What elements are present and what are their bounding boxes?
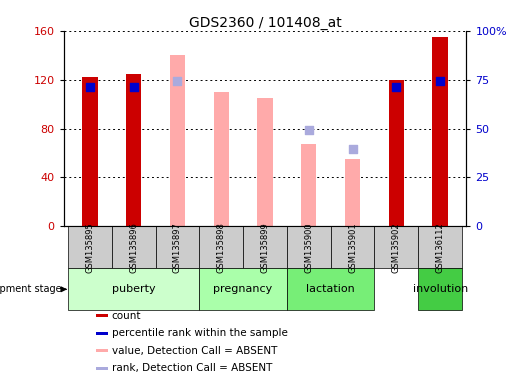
- Bar: [418, 268, 462, 310]
- Text: GSM135895: GSM135895: [85, 222, 94, 273]
- Text: GSM135902: GSM135902: [392, 222, 401, 273]
- Bar: [345, 159, 360, 227]
- Text: puberty: puberty: [112, 284, 155, 294]
- Bar: [126, 73, 142, 227]
- Bar: [170, 55, 185, 227]
- Text: percentile rank within the sample: percentile rank within the sample: [112, 328, 287, 338]
- Bar: [287, 227, 331, 268]
- Bar: [331, 227, 375, 268]
- Bar: [155, 227, 199, 268]
- Point: [392, 84, 401, 90]
- Text: count: count: [112, 311, 141, 321]
- Bar: [432, 37, 448, 227]
- Point: [305, 127, 313, 133]
- Text: GSM135900: GSM135900: [304, 222, 313, 273]
- Point: [173, 78, 182, 84]
- Bar: [258, 98, 272, 227]
- Bar: [301, 144, 316, 227]
- Text: GSM135899: GSM135899: [261, 222, 269, 273]
- Bar: [82, 77, 98, 227]
- Bar: [418, 227, 462, 268]
- Text: GSM136112: GSM136112: [436, 222, 445, 273]
- Bar: [287, 268, 375, 310]
- Bar: [375, 227, 418, 268]
- Point: [348, 146, 357, 152]
- Bar: [243, 227, 287, 268]
- Bar: [68, 268, 199, 310]
- Bar: [388, 79, 404, 227]
- Bar: [96, 332, 108, 335]
- Point: [86, 84, 94, 90]
- Point: [436, 78, 444, 84]
- Point: [129, 84, 138, 90]
- Text: lactation: lactation: [306, 284, 355, 294]
- Text: GSM135898: GSM135898: [217, 222, 226, 273]
- Bar: [96, 314, 108, 318]
- Bar: [199, 268, 287, 310]
- Bar: [96, 349, 108, 353]
- Text: GSM135896: GSM135896: [129, 222, 138, 273]
- Bar: [214, 92, 229, 227]
- Bar: [68, 227, 112, 268]
- Bar: [199, 227, 243, 268]
- Bar: [96, 367, 108, 370]
- Bar: [112, 227, 155, 268]
- Title: GDS2360 / 101408_at: GDS2360 / 101408_at: [189, 16, 341, 30]
- Text: pregnancy: pregnancy: [214, 284, 273, 294]
- Text: rank, Detection Call = ABSENT: rank, Detection Call = ABSENT: [112, 363, 272, 373]
- Text: GSM135897: GSM135897: [173, 222, 182, 273]
- Text: involution: involution: [412, 284, 468, 294]
- Text: development stage: development stage: [0, 284, 61, 294]
- Text: value, Detection Call = ABSENT: value, Detection Call = ABSENT: [112, 346, 277, 356]
- Text: GSM135901: GSM135901: [348, 222, 357, 273]
